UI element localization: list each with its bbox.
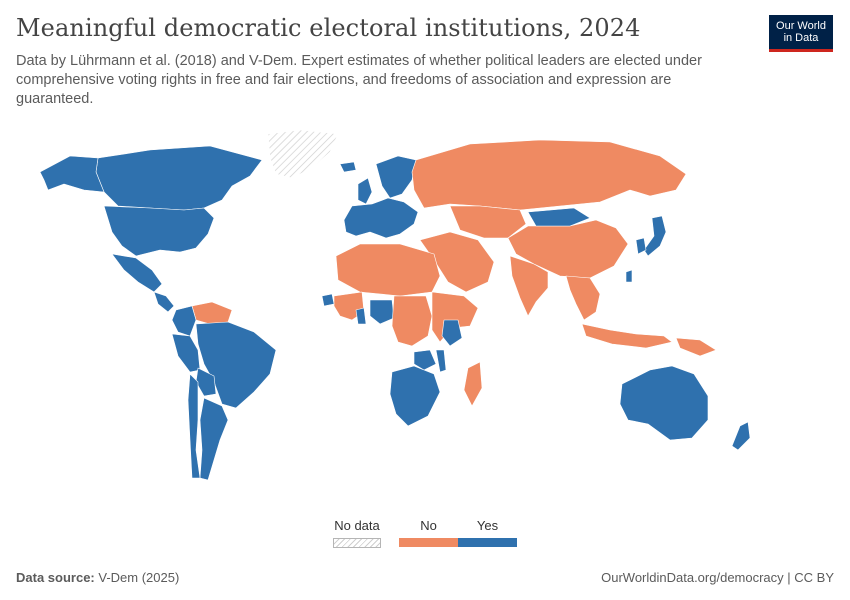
region-bolivia[interactable]: Bolivia: Yes bbox=[195, 367, 217, 397]
logo-line-1: Our World bbox=[776, 20, 826, 32]
legend-label-no-data: No data bbox=[334, 518, 380, 533]
region-new-zealand[interactable]: New Zealand: Yes bbox=[731, 421, 751, 451]
region-colombia[interactable]: Colombia: Yes bbox=[171, 305, 197, 337]
legend-label-no: No bbox=[420, 518, 437, 533]
region-western-europe[interactable]: Western Europe: Yes bbox=[343, 197, 419, 239]
chart-subtitle: Data by Lührmann et al. (2018) and V-Dem… bbox=[16, 53, 702, 107]
region-senegal[interactable]: Senegal: Yes bbox=[321, 293, 335, 307]
region-ghana[interactable]: Ghana: Yes bbox=[355, 307, 367, 325]
region-united-states[interactable]: United States: Yes bbox=[103, 205, 215, 257]
region-iceland[interactable]: Iceland: Yes bbox=[339, 161, 357, 173]
logo-line-2: in Data bbox=[783, 32, 819, 44]
map-legend: No data No Yes bbox=[332, 518, 532, 552]
region-greenland[interactable]: Greenland: No data bbox=[267, 129, 339, 179]
region-middle-east[interactable]: Middle East: No bbox=[419, 231, 495, 293]
region-zambia[interactable]: Zambia: Yes bbox=[413, 349, 437, 371]
region-madagascar[interactable]: Madagascar: No bbox=[463, 361, 483, 407]
region-mexico[interactable]: Mexico: Yes bbox=[111, 253, 163, 293]
data-source: Data source: V-Dem (2025) bbox=[16, 570, 179, 585]
legend-swatch-yes[interactable] bbox=[458, 538, 517, 547]
region-mongolia[interactable]: Mongolia: Yes bbox=[527, 207, 591, 227]
legend-swatch-no-data[interactable] bbox=[333, 538, 381, 548]
region-nigeria[interactable]: Nigeria: Yes bbox=[369, 299, 395, 325]
credit-link[interactable]: OurWorldinData.org/democracy | CC BY bbox=[601, 570, 834, 585]
region-south-korea[interactable]: South Korea: Yes bbox=[635, 237, 647, 255]
region-southeast-asia[interactable]: Southeast Asia: No bbox=[565, 275, 601, 321]
legend-label-yes: Yes bbox=[476, 518, 499, 533]
region-central-africa[interactable]: Central Africa: No bbox=[391, 295, 433, 347]
region-australia[interactable]: Australia: Yes bbox=[619, 365, 709, 441]
region-canada[interactable]: Canada: Yes bbox=[95, 145, 263, 211]
region-scandinavia[interactable]: Scandinavia: Yes bbox=[375, 155, 417, 199]
owid-logo[interactable]: Our World in Data bbox=[769, 15, 833, 52]
region-brazil[interactable]: Brazil: Yes bbox=[195, 321, 277, 409]
region-japan[interactable]: Japan: Yes bbox=[643, 215, 667, 257]
region-taiwan[interactable]: Taiwan: Yes bbox=[625, 269, 633, 283]
region-central-asia[interactable]: Central Asia: No bbox=[449, 205, 527, 239]
region-central-america[interactable]: Central America: Yes bbox=[153, 291, 175, 313]
region-southern-africa[interactable]: Southern Africa: Yes bbox=[389, 365, 441, 427]
data-source-label: Data source: bbox=[16, 570, 95, 585]
region-kenya[interactable]: Kenya: Yes bbox=[441, 319, 463, 347]
region-india[interactable]: India: No bbox=[509, 255, 549, 317]
world-map: Greenland: No dataCanada: YesAlaska: Yes… bbox=[0, 120, 850, 500]
region-russia[interactable]: Russia: No bbox=[411, 139, 687, 211]
region-peru[interactable]: Peru: Yes bbox=[171, 333, 201, 373]
region-chile[interactable]: Chile: Yes bbox=[187, 373, 201, 479]
region-malawi[interactable]: Malawi: Yes bbox=[435, 349, 447, 373]
region-united-kingdom[interactable]: United Kingdom: Yes bbox=[357, 177, 373, 205]
region-argentina[interactable]: Argentina: Yes bbox=[199, 397, 229, 481]
region-north-africa[interactable]: North Africa: No bbox=[335, 243, 441, 297]
legend-swatch-no[interactable] bbox=[399, 538, 458, 547]
region-alaska[interactable]: Alaska: Yes bbox=[39, 155, 105, 193]
world-map-svg: Greenland: No dataCanada: YesAlaska: Yes… bbox=[39, 129, 751, 481]
region-venezuela[interactable]: Venezuela: No bbox=[191, 301, 233, 325]
region-indonesia[interactable]: Indonesia: No bbox=[581, 323, 673, 349]
data-source-link[interactable]: V-Dem (2025) bbox=[98, 570, 180, 585]
chart-title: Meaningful democratic electoral institut… bbox=[16, 14, 641, 42]
region-papua-new-guinea[interactable]: Papua New Guinea: No bbox=[675, 337, 717, 357]
